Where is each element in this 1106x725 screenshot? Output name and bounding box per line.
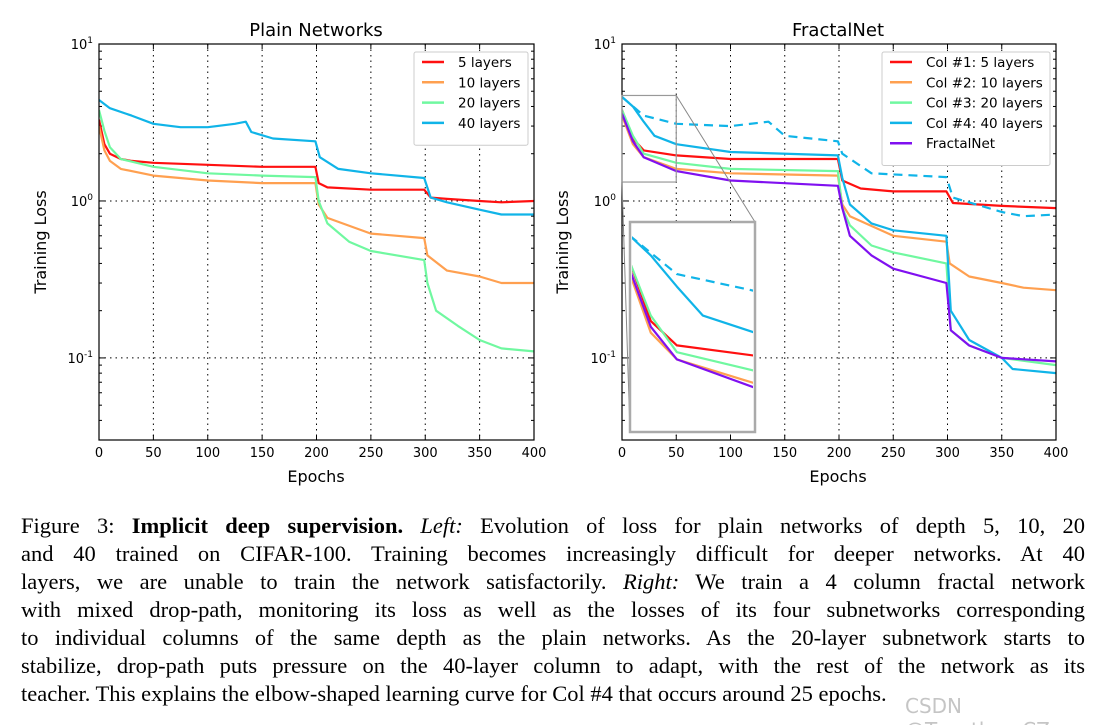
- legend-label: Col #4: 40 layers: [926, 116, 1043, 132]
- legend-label: 20 layers: [458, 96, 520, 112]
- caption-bold: Implicit deep supervision.: [131, 513, 404, 538]
- y-tick-base: 10: [594, 195, 611, 210]
- legend-label: 10 layers: [458, 75, 520, 91]
- series-dashed-reference: [632, 236, 753, 292]
- x-tick-label: 300: [413, 446, 438, 461]
- x-tick-label: 400: [1044, 446, 1069, 461]
- x-tick-label: 50: [145, 446, 162, 461]
- caption-line: Figure 3: Implicit deep supervision. Lef…: [21, 512, 1085, 540]
- y-tick-base: 10: [67, 352, 84, 367]
- plot-frame: [98, 43, 535, 441]
- x-tick-label: 150: [772, 446, 797, 461]
- y-tick-label: 100: [71, 193, 94, 210]
- y-tick-label: 100: [594, 193, 617, 210]
- caption-italic: Right:: [622, 569, 680, 594]
- series-col-4-40-layers: [632, 236, 753, 334]
- caption-text: and 40 trained on CIFAR-100. Training be…: [21, 541, 1085, 566]
- caption-text: We train a 4 column fractal network: [679, 569, 1085, 594]
- x-axis-label: Epochs: [287, 467, 344, 486]
- x-axis-label: Epochs: [809, 467, 866, 486]
- y-tick-base: 10: [71, 195, 88, 210]
- y-axis-label: Training Loss: [553, 190, 572, 294]
- inset-series-group: [632, 236, 753, 389]
- caption-text: [403, 513, 420, 538]
- caption-text: stabilize, drop-path puts pressure on th…: [21, 653, 1085, 678]
- y-tick-label: 101: [71, 36, 93, 53]
- x-tick-label: 350: [989, 446, 1014, 461]
- y-tick-base: 10: [71, 38, 88, 53]
- series-40-layers: [99, 99, 534, 216]
- legend: 5 layers 10 layers 20 layers 40 layers: [413, 51, 529, 146]
- series-20-layers: [99, 109, 534, 353]
- series-col-2-10-layers: [632, 276, 753, 384]
- x-tick-label: 300: [935, 446, 960, 461]
- legend-box: [881, 51, 1051, 166]
- zoom-connector: [621, 182, 631, 433]
- x-tick-label: 100: [195, 446, 220, 461]
- caption-text: teacher. This explains the elbow-shaped …: [21, 681, 887, 706]
- zoom-connector: [675, 95, 756, 223]
- x-tick-label: 350: [467, 446, 492, 461]
- x-tick-label: 0: [95, 446, 103, 461]
- y-tick-exponent: -1: [607, 350, 616, 360]
- caption-line: layers, we are unable to train the netwo…: [21, 568, 1085, 596]
- y-tick-label: 10-1: [67, 350, 93, 367]
- y-tick-base: 10: [590, 352, 607, 367]
- caption-text: Evolution of loss for plain networks of …: [462, 513, 1085, 538]
- caption-line: with mixed drop-path, monitoring its los…: [21, 596, 1085, 624]
- caption-line: stabilize, drop-path puts pressure on th…: [21, 652, 1085, 680]
- series-col-4-40-layers: [622, 96, 1056, 375]
- x-tick-label: 200: [827, 446, 852, 461]
- y-tick-base: 10: [594, 38, 611, 53]
- y-tick-exponent: 0: [87, 193, 93, 203]
- y-tick-exponent: 0: [610, 193, 616, 203]
- caption-text: Figure 3:: [21, 513, 132, 538]
- x-tick-label: 150: [250, 446, 275, 461]
- figure-caption: Figure 3: Implicit deep supervision. Lef…: [21, 512, 1085, 708]
- y-tick-exponent: 1: [610, 36, 616, 46]
- legend-label: FractalNet: [926, 136, 995, 152]
- caption-line: to individual columns of the same depth …: [21, 624, 1085, 652]
- zoom-source-box: [621, 94, 677, 183]
- legend-label: Col #3: 20 layers: [926, 96, 1043, 112]
- caption-line: teacher. This explains the elbow-shaped …: [21, 680, 1085, 708]
- legend-label: 40 layers: [458, 116, 520, 132]
- x-tick-label: 250: [881, 446, 906, 461]
- caption-text: to individual columns of the same depth …: [21, 625, 1085, 650]
- y-tick-exponent: -1: [84, 350, 93, 360]
- y-axis-label: Training Loss: [31, 190, 50, 294]
- chart-1: 0 50 100 150 200 250 300 350 40010110010-1Fracta…: [553, 20, 1068, 486]
- series-col-3-20-layers: [632, 264, 753, 372]
- legend-label: Col #1: 5 layers: [926, 55, 1034, 71]
- caption-text: with mixed drop-path, monitoring its los…: [21, 597, 1085, 622]
- chart-title: Plain Networks: [249, 20, 383, 41]
- y-tick-exponent: 1: [87, 36, 93, 46]
- y-tick-label: 101: [594, 36, 616, 53]
- chart-0: 0 50 100 150 200 250 300 350 40010110010-1Plain …: [31, 20, 546, 486]
- caption-text: layers, we are unable to train the netwo…: [21, 569, 623, 594]
- legend-label: 5 layers: [458, 55, 512, 71]
- x-tick-label: 200: [304, 446, 329, 461]
- x-tick-label: 100: [718, 446, 743, 461]
- y-tick-label: 10-1: [590, 350, 616, 367]
- figure-charts: 0 50 100 150 200 250 300 350 40010110010-1Plain …: [31, 20, 1068, 486]
- legend-label: Col #2: 10 layers: [926, 75, 1043, 91]
- series-fractalnet: [632, 272, 753, 389]
- x-tick-label: 400: [522, 446, 547, 461]
- plot-frame: [621, 43, 1057, 441]
- series-10-layers: [99, 125, 534, 285]
- legend: Col #1: 5 layers Col #2: 10 layers Col #3:…: [881, 51, 1051, 166]
- watermark: CSDN @Together_CZ: [905, 694, 1050, 725]
- chart-title: FractalNet: [792, 20, 884, 41]
- series-group: [99, 99, 534, 353]
- x-tick-label: 250: [358, 446, 383, 461]
- caption-italic: Left:: [420, 513, 463, 538]
- caption-line: and 40 trained on CIFAR-100. Training be…: [21, 540, 1085, 568]
- x-tick-label: 0: [618, 446, 626, 461]
- series-group: [622, 96, 1056, 375]
- x-tick-label: 50: [668, 446, 685, 461]
- series-fractalnet: [622, 113, 1056, 363]
